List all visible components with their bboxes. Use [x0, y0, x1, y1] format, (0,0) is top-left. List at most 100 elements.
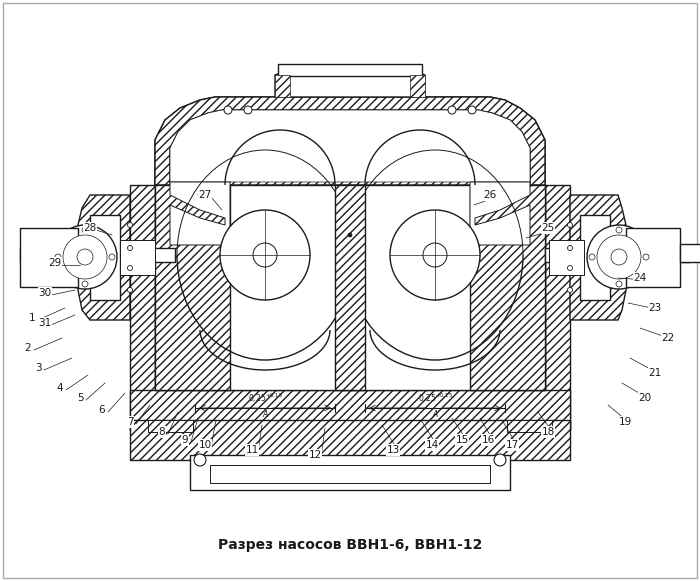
Text: 4: 4: [57, 383, 63, 393]
Text: Разрез насосов ВВН1-6, ВВН1-12: Разрез насосов ВВН1-6, ВВН1-12: [218, 538, 482, 552]
Circle shape: [616, 281, 622, 287]
Text: 29: 29: [48, 258, 62, 268]
Circle shape: [494, 454, 506, 466]
Text: 6: 6: [99, 405, 105, 415]
Circle shape: [616, 227, 622, 233]
Bar: [148, 420, 193, 432]
Bar: [549, 240, 584, 275]
Text: 31: 31: [38, 318, 52, 328]
Circle shape: [568, 288, 573, 292]
Circle shape: [611, 249, 627, 265]
Polygon shape: [130, 185, 155, 430]
Circle shape: [82, 227, 88, 233]
Bar: [210, 465, 490, 483]
Text: 19: 19: [618, 417, 631, 427]
Circle shape: [587, 225, 651, 289]
Text: 20: 20: [638, 393, 652, 403]
Circle shape: [390, 210, 480, 300]
Text: 10: 10: [198, 440, 211, 450]
Text: 26: 26: [484, 190, 496, 200]
Text: 5: 5: [77, 393, 83, 403]
Bar: [20, 248, 175, 262]
Circle shape: [77, 249, 93, 265]
Bar: [120, 240, 155, 275]
Polygon shape: [410, 75, 425, 97]
Text: 12: 12: [309, 450, 321, 460]
Polygon shape: [155, 97, 545, 185]
Circle shape: [63, 235, 107, 279]
Text: А: А: [262, 410, 267, 419]
Circle shape: [220, 210, 310, 300]
Text: 1: 1: [29, 313, 35, 323]
Circle shape: [82, 281, 88, 287]
Text: А: А: [433, 410, 438, 419]
Text: 21: 21: [648, 368, 662, 378]
Circle shape: [448, 106, 456, 114]
Circle shape: [127, 223, 132, 228]
Polygon shape: [275, 75, 290, 97]
Text: 13: 13: [386, 445, 400, 455]
Circle shape: [127, 246, 132, 250]
Circle shape: [55, 254, 61, 260]
Circle shape: [198, 193, 202, 197]
Circle shape: [253, 243, 277, 267]
Circle shape: [244, 106, 252, 114]
Circle shape: [423, 243, 447, 267]
Text: 28: 28: [83, 223, 97, 233]
Text: 15: 15: [456, 435, 468, 445]
Polygon shape: [170, 110, 530, 182]
Polygon shape: [155, 185, 545, 390]
Circle shape: [127, 288, 132, 292]
Polygon shape: [130, 390, 570, 430]
Polygon shape: [20, 228, 78, 287]
Text: 0,25$^{+0.15}$: 0,25$^{+0.15}$: [248, 392, 283, 405]
Circle shape: [568, 266, 573, 271]
Polygon shape: [570, 195, 626, 320]
Polygon shape: [335, 185, 365, 390]
Polygon shape: [470, 182, 530, 245]
Polygon shape: [470, 185, 545, 390]
Circle shape: [348, 233, 352, 237]
Bar: [190, 455, 510, 490]
Bar: [278, 64, 422, 76]
Text: 3: 3: [35, 363, 41, 373]
Polygon shape: [78, 195, 130, 320]
Circle shape: [53, 225, 117, 289]
Polygon shape: [170, 182, 230, 245]
Circle shape: [109, 254, 115, 260]
Circle shape: [224, 106, 232, 114]
Text: 30: 30: [38, 288, 52, 298]
Text: 9: 9: [182, 435, 188, 445]
Text: 17: 17: [505, 440, 519, 450]
Circle shape: [589, 254, 595, 260]
Circle shape: [127, 266, 132, 271]
Text: 7: 7: [127, 417, 133, 427]
Text: 14: 14: [426, 440, 439, 450]
Text: 2: 2: [25, 343, 32, 353]
Circle shape: [568, 246, 573, 250]
Polygon shape: [545, 185, 570, 430]
Text: 23: 23: [648, 303, 662, 313]
Polygon shape: [155, 97, 545, 185]
Polygon shape: [90, 215, 120, 300]
Circle shape: [568, 223, 573, 228]
Text: 16: 16: [482, 435, 495, 445]
Text: 0,25$^{+0.15}$: 0,25$^{+0.15}$: [417, 392, 452, 405]
Polygon shape: [626, 228, 680, 287]
Circle shape: [468, 106, 476, 114]
Polygon shape: [155, 185, 230, 390]
Circle shape: [643, 254, 649, 260]
Text: 22: 22: [662, 333, 675, 343]
Polygon shape: [275, 68, 425, 97]
Text: 8: 8: [159, 427, 165, 437]
Bar: [680, 244, 700, 262]
Text: 11: 11: [246, 445, 258, 455]
Polygon shape: [130, 420, 570, 460]
Bar: [507, 420, 552, 432]
Circle shape: [597, 235, 641, 279]
Circle shape: [194, 454, 206, 466]
Text: 27: 27: [198, 190, 211, 200]
Text: 18: 18: [541, 427, 554, 437]
Bar: [545, 248, 690, 262]
Polygon shape: [580, 215, 610, 300]
